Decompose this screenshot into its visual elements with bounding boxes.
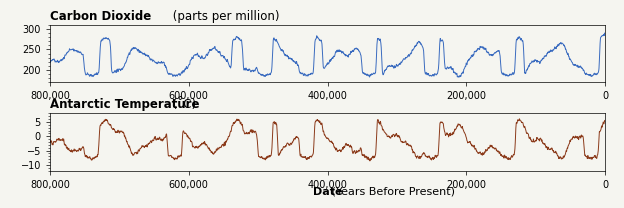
- Text: Date: Date: [313, 187, 343, 197]
- Text: Antarctic Temperature: Antarctic Temperature: [50, 98, 200, 111]
- Text: (˚C): (˚C): [169, 98, 197, 111]
- Text: Carbon Dioxide: Carbon Dioxide: [50, 10, 151, 23]
- Text: (Years Before Present): (Years Before Present): [328, 187, 455, 197]
- Text: (parts per million): (parts per million): [169, 10, 280, 23]
